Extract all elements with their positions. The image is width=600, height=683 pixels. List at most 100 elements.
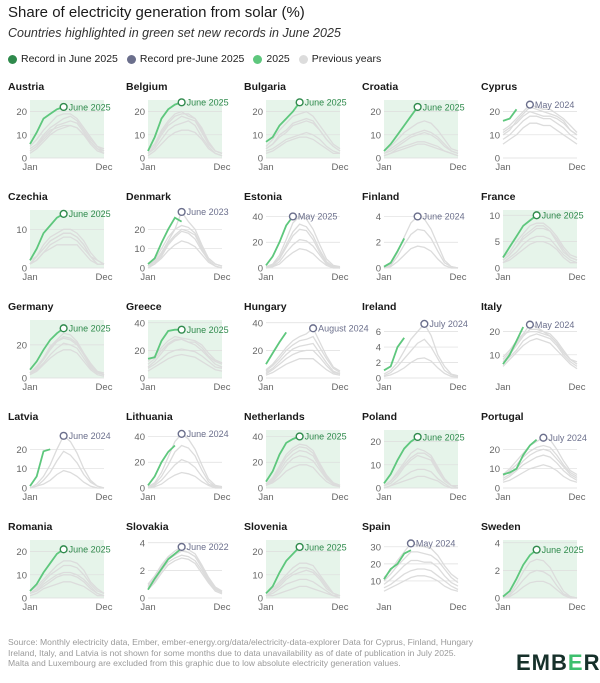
y-tick-label: 0: [140, 264, 145, 275]
x-tick-label: Jan: [22, 162, 37, 173]
y-tick-label: 0: [22, 374, 27, 385]
record-marker: [59, 102, 68, 112]
x-tick-label: Dec: [569, 492, 586, 503]
y-tick-label: 10: [489, 464, 500, 475]
y-tick-label: 0: [140, 594, 145, 605]
series-line-previous-year: [502, 222, 578, 259]
y-tick-label: 0: [140, 484, 145, 495]
series-line-previous-year: [265, 443, 341, 487]
series-line-previous-year: [29, 244, 104, 265]
record-marker: [420, 319, 429, 328]
panel-croatia: Croatia 0 10 20 Jan Dec June 2025: [362, 81, 467, 173]
series-line-previous-year: [383, 129, 459, 155]
series-line-previous-year: [502, 235, 578, 264]
y-tick-label: 0: [22, 594, 27, 605]
series-line-previous-year: [147, 129, 223, 157]
record-label: June 2025: [69, 209, 111, 219]
record-label: June 2025: [423, 102, 465, 112]
series-line-previous-year: [502, 337, 578, 370]
series-line-previous-year: [265, 223, 341, 269]
record-label: June 2025: [69, 102, 111, 112]
x-tick-label: Jan: [376, 382, 391, 393]
series-line-previous-year: [147, 115, 223, 155]
series-line-previous-year: [265, 464, 341, 488]
series-line-previous-year: [29, 564, 105, 595]
y-tick-label: 10: [252, 570, 263, 581]
y-tick-label: 5: [495, 237, 500, 248]
y-tick-label: 0: [376, 484, 381, 495]
y-tick-label: 0: [258, 594, 263, 605]
x-tick-label: Dec: [450, 492, 467, 503]
panel-slovakia: Slovakia 0 2 4 Jan Dec June 2022: [126, 521, 231, 613]
series-line-previous-year: [502, 569, 578, 599]
series-line-previous-year: [502, 103, 578, 133]
record-marker: [288, 212, 298, 221]
series-line-previous-year: [502, 444, 578, 477]
x-tick-label: Jan: [22, 492, 37, 503]
panel-germany: Germany 0 20 Jan Dec June 2025: [8, 301, 113, 393]
series-line-previous-year: [147, 353, 223, 372]
series-line-previous-year: [502, 333, 578, 367]
panel-czechia: Czechia 0 10 Jan Dec June 2025: [8, 191, 113, 283]
series-line-previous-year: [147, 338, 223, 368]
panel-hungary: Hungary 0 20 40 Jan Dec August 2024: [244, 301, 369, 393]
series-line-previous-year: [502, 454, 578, 481]
series-line-previous-year: [383, 357, 459, 378]
country-title: Lithuania: [126, 411, 173, 423]
series-line-previous-year: [147, 458, 223, 489]
series-line-previous-year: [383, 322, 459, 377]
y-tick-label: 0: [140, 154, 145, 165]
x-tick-label: Jan: [495, 382, 510, 393]
x-tick-label: Dec: [450, 162, 467, 173]
series-line-2025: [502, 108, 518, 122]
y-tick-label: 20: [16, 547, 27, 558]
series-line-previous-year: [29, 434, 105, 489]
record-marker: [177, 325, 186, 334]
y-tick-label: 10: [489, 211, 500, 222]
series-line-previous-year: [502, 464, 578, 483]
record-label: August 2024: [318, 324, 369, 334]
y-tick-label: 40: [134, 432, 145, 443]
series-line-previous-year: [147, 433, 223, 488]
x-tick-label: Jan: [258, 382, 273, 393]
series-line-2025: [147, 101, 182, 152]
series-line-previous-year: [383, 551, 459, 584]
series-line-previous-year: [29, 342, 105, 376]
y-tick-label: 20: [134, 458, 145, 469]
x-tick-label: Dec: [214, 272, 231, 283]
legend-item-2025: 2025: [253, 53, 290, 65]
record-marker: [525, 100, 535, 109]
x-tick-label: Dec: [332, 492, 349, 503]
y-tick-label: 0: [140, 374, 145, 385]
y-tick-label: 0: [495, 154, 500, 165]
x-tick-label: Dec: [214, 382, 231, 393]
x-tick-label: Dec: [332, 162, 349, 173]
country-title: Slovakia: [126, 521, 169, 533]
series-line-previous-year: [29, 335, 105, 376]
x-tick-label: Dec: [332, 602, 349, 613]
series-line-2025: [383, 106, 419, 152]
y-tick-label: 10: [489, 350, 500, 361]
x-tick-label: Jan: [258, 162, 273, 173]
series-line-2025: [265, 215, 294, 266]
legend-label: Previous years: [311, 53, 382, 65]
series-line-previous-year: [383, 245, 458, 269]
record-marker: [59, 324, 68, 333]
record-marker: [177, 207, 186, 217]
series-line-previous-year: [147, 557, 223, 595]
legend-item-record-2025: Record in June 2025: [8, 53, 118, 65]
record-marker: [539, 433, 548, 442]
series-line-2025: [383, 436, 419, 484]
x-tick-label: Dec: [450, 602, 467, 613]
record-marker: [413, 432, 422, 442]
x-tick-label: Jan: [495, 272, 510, 283]
series-line-previous-year: [265, 215, 341, 268]
series-line-2025: [265, 331, 287, 365]
legend-swatch: [253, 54, 263, 64]
y-tick-label: 10: [16, 225, 27, 236]
y-tick-label: 10: [134, 130, 145, 141]
legend-label: 2025: [266, 53, 290, 65]
country-title: Hungary: [244, 301, 287, 313]
y-tick-label: 4: [376, 343, 381, 354]
x-tick-label: Dec: [214, 602, 231, 613]
